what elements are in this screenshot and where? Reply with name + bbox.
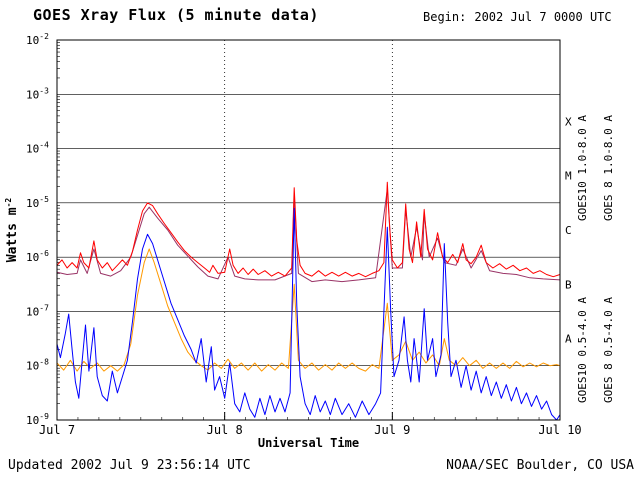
svg-text:10-2: 10-2 <box>26 32 49 47</box>
svg-text:Jul 8: Jul 8 <box>207 423 243 437</box>
series-goes10-0-5-4-0-a <box>56 248 561 372</box>
y-tick-labels: 10-2 10-3 10-4 10-5 10-6 10-7 10-8 10-9 <box>26 32 49 427</box>
legend-label-goes-8-0-5-4-0-a: GOES 8 0.5-4.0 A <box>602 297 615 403</box>
svg-text:B: B <box>565 278 572 291</box>
legend-label-goes-8-1-0-8-0-a: GOES 8 1.0-8.0 A <box>602 115 615 221</box>
svg-text:Jul 7: Jul 7 <box>39 423 75 437</box>
svg-text:X: X <box>565 115 572 128</box>
svg-text:10-6: 10-6 <box>26 249 49 264</box>
series-goes-8-0-5-4-0-a <box>56 207 561 421</box>
svg-text:Jul 10: Jul 10 <box>538 423 581 437</box>
page-title: GOES Xray Flux (5 minute data) <box>33 6 319 24</box>
x-tick-labels: Jul 7 Jul 8 Jul 9 Jul 10 <box>39 423 582 437</box>
svg-text:10-4: 10-4 <box>26 141 49 156</box>
svg-text:A: A <box>565 333 572 346</box>
flare-class-labels: X M C B A <box>565 115 572 345</box>
svg-text:10-9: 10-9 <box>26 412 49 427</box>
credit-text: NOAA/SEC Boulder, CO USA <box>446 458 634 473</box>
legend-label-goes10-0-5-4-0-a: GOES10 0.5-4.0 A <box>576 297 589 403</box>
begin-value: 2002 Jul 7 0000 UTC <box>474 10 612 24</box>
updated-timestamp: Updated 2002 Jul 9 23:56:14 UTC <box>8 458 251 473</box>
svg-text:C: C <box>565 224 572 237</box>
axis-ticks <box>56 42 561 420</box>
series-goes-8-1-0-8-0-a <box>56 181 561 278</box>
svg-text:Jul 9: Jul 9 <box>374 423 410 437</box>
y-axis-title: Watts m-2 <box>4 198 20 263</box>
svg-text:10-5: 10-5 <box>26 195 49 210</box>
legend-label-goes10-1-0-8-0-a: GOES10 1.0-8.0 A <box>576 115 589 221</box>
svg-text:Watts m-2: Watts m-2 <box>4 198 20 263</box>
x-axis-title: Universal Time <box>257 436 360 450</box>
day-divider-lines <box>224 40 393 420</box>
legend-labels: GOES10 1.0-8.0 A GOES10 0.5-4.0 A GOES 8 1… <box>576 115 615 403</box>
begin-timestamp: Begin: 2002 Jul 7 0000 UTC <box>423 10 612 24</box>
svg-text:10-3: 10-3 <box>26 86 49 101</box>
svg-text:10-7: 10-7 <box>26 303 49 318</box>
svg-text:10-8: 10-8 <box>26 358 49 373</box>
begin-label: Begin: <box>423 10 467 24</box>
plot-frame <box>56 39 561 421</box>
svg-text:M: M <box>565 170 572 183</box>
